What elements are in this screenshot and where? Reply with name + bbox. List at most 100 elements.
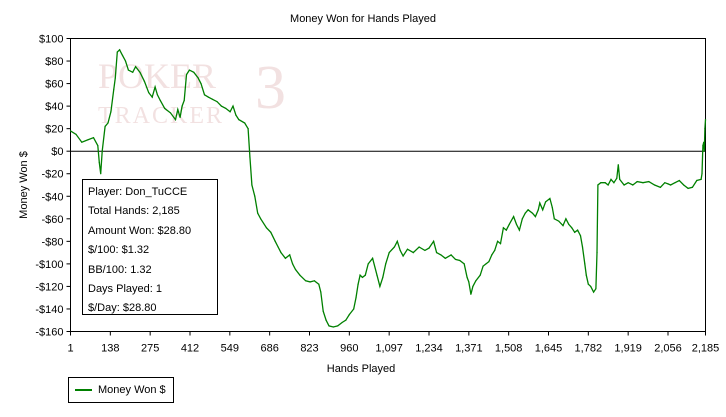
data-point	[143, 80, 145, 82]
data-point	[345, 319, 347, 321]
x-tick-label: 1,919	[614, 343, 642, 355]
data-point	[289, 254, 291, 256]
data-point	[687, 187, 689, 189]
data-point	[179, 116, 181, 118]
data-point	[613, 182, 615, 184]
x-tick-label: 412	[181, 343, 199, 355]
data-point	[491, 254, 493, 256]
data-point	[135, 66, 137, 68]
data-point	[332, 326, 334, 328]
data-point	[396, 240, 398, 242]
data-point	[623, 184, 625, 186]
data-point	[361, 276, 364, 279]
data-point	[75, 133, 77, 135]
data-point	[156, 94, 159, 96]
data-point	[636, 181, 638, 183]
data-point	[627, 182, 629, 184]
data-point	[568, 223, 570, 226]
data-point	[433, 240, 435, 242]
data-point	[632, 184, 634, 186]
data-point	[174, 119, 177, 121]
data-point	[313, 280, 316, 282]
data-point	[428, 247, 430, 249]
data-point	[678, 179, 680, 182]
data-point	[101, 150, 103, 152]
data-point	[617, 164, 619, 166]
y-tick-label: -$20	[41, 169, 63, 181]
data-point	[485, 263, 487, 265]
data-point	[98, 161, 100, 164]
data-point	[703, 141, 705, 143]
data-point	[322, 310, 324, 312]
x-tick-label: 549	[221, 343, 239, 355]
data-point	[388, 252, 390, 254]
data-point	[121, 54, 124, 57]
y-tick-label: -$160	[35, 327, 63, 339]
data-point	[596, 252, 598, 254]
data-point	[454, 258, 457, 260]
data-point	[670, 184, 672, 186]
data-point	[674, 182, 676, 184]
data-point	[648, 181, 650, 183]
data-point	[584, 263, 586, 265]
data-point	[592, 291, 595, 293]
data-point	[385, 263, 387, 265]
stats-box: Player: Don_TuCCE Total Hands: 2,185 Amo…	[82, 179, 218, 315]
y-axis: $100 $80 $60 $40 $20 $0 -$20 -$40 -$60 -$80 -$100 -…	[35, 34, 71, 339]
data-point	[406, 248, 409, 250]
data-point	[579, 235, 582, 237]
data-point	[100, 173, 102, 175]
data-point	[393, 246, 395, 248]
data-point	[203, 94, 206, 96]
data-point	[188, 69, 191, 71]
data-point	[107, 122, 109, 124]
data-point	[164, 107, 166, 109]
data-point	[265, 227, 268, 229]
data-point	[325, 319, 327, 321]
data-point	[148, 91, 150, 94]
data-point	[216, 101, 218, 103]
x-tick-label: 138	[101, 343, 119, 355]
data-point	[225, 107, 227, 109]
data-point	[537, 209, 539, 211]
data-point	[247, 128, 249, 130]
data-point	[450, 254, 452, 256]
data-point	[527, 209, 529, 211]
y-tick-label: -$60	[41, 214, 63, 226]
data-point	[642, 182, 644, 184]
data-point	[418, 246, 420, 248]
data-point	[549, 197, 551, 200]
data-point	[595, 288, 597, 290]
data-point	[704, 128, 706, 130]
y-tick-label: $60	[45, 79, 63, 91]
data-point	[571, 227, 573, 229]
series-points	[69, 49, 707, 328]
data-point	[468, 281, 470, 283]
data-point	[328, 325, 330, 327]
stat-amount-won: Amount Won: $28.80	[88, 224, 192, 237]
data-point	[610, 178, 612, 180]
data-point	[235, 114, 237, 116]
x-tick-label: 686	[260, 343, 278, 355]
data-point	[104, 125, 106, 127]
y-tick-label: $80	[45, 56, 63, 68]
data-point	[92, 137, 95, 139]
data-point	[185, 73, 188, 76]
data-point	[470, 293, 472, 295]
data-point	[587, 283, 589, 285]
data-point	[574, 231, 576, 233]
data-point	[488, 261, 490, 263]
data-point	[542, 209, 544, 211]
data-point	[696, 179, 698, 182]
data-point	[581, 246, 584, 248]
data-point	[110, 111, 112, 113]
data-point	[531, 212, 534, 214]
data-point	[466, 276, 468, 279]
data-point	[508, 223, 510, 226]
data-point	[200, 82, 202, 85]
data-point	[113, 88, 115, 90]
data-point	[229, 111, 231, 113]
data-point	[590, 285, 592, 288]
data-point	[87, 139, 89, 141]
data-point	[257, 212, 259, 214]
